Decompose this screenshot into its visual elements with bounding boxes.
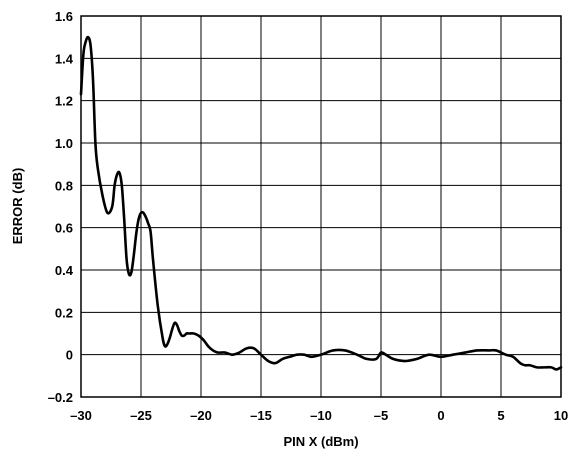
- x-tick-label: –5: [374, 408, 388, 423]
- y-tick-label: –0.2: [48, 390, 73, 405]
- x-tick-label: 5: [497, 408, 504, 423]
- x-tick-label: –10: [310, 408, 332, 423]
- y-axis-label: ERROR (dB): [10, 168, 25, 245]
- y-tick-label: 0.6: [55, 221, 73, 236]
- plot-frame: [80, 15, 562, 398]
- x-tick-label: –25: [130, 408, 152, 423]
- x-tick-label: –15: [250, 408, 272, 423]
- y-tick-label: 0.2: [55, 305, 73, 320]
- y-tick-label: 1.6: [55, 9, 73, 24]
- y-tick-label: 0.8: [55, 178, 73, 193]
- error-curve: [79, 35, 563, 371]
- x-tick-label: 10: [554, 408, 568, 423]
- y-tick-label: 1.2: [55, 94, 73, 109]
- x-tick-label: –20: [190, 408, 212, 423]
- y-tick-label: 1.4: [55, 51, 74, 66]
- y-tick-labels: –0.2 0 0.2 0.4 0.6 0.8 1.0 1.2 1.4 1.6: [48, 9, 74, 405]
- grid-lines: [81, 16, 561, 397]
- y-tick-label: 0.4: [55, 263, 74, 278]
- x-tick-label: 0: [437, 408, 444, 423]
- x-axis-label: PIN X (dBm): [283, 434, 358, 449]
- x-tick-labels: –30 –25 –20 –15 –10 –5 0 5 10: [70, 408, 568, 423]
- x-tick-label: –30: [70, 408, 92, 423]
- y-tick-label: 0: [66, 348, 73, 363]
- y-tick-label: 1.0: [55, 136, 73, 151]
